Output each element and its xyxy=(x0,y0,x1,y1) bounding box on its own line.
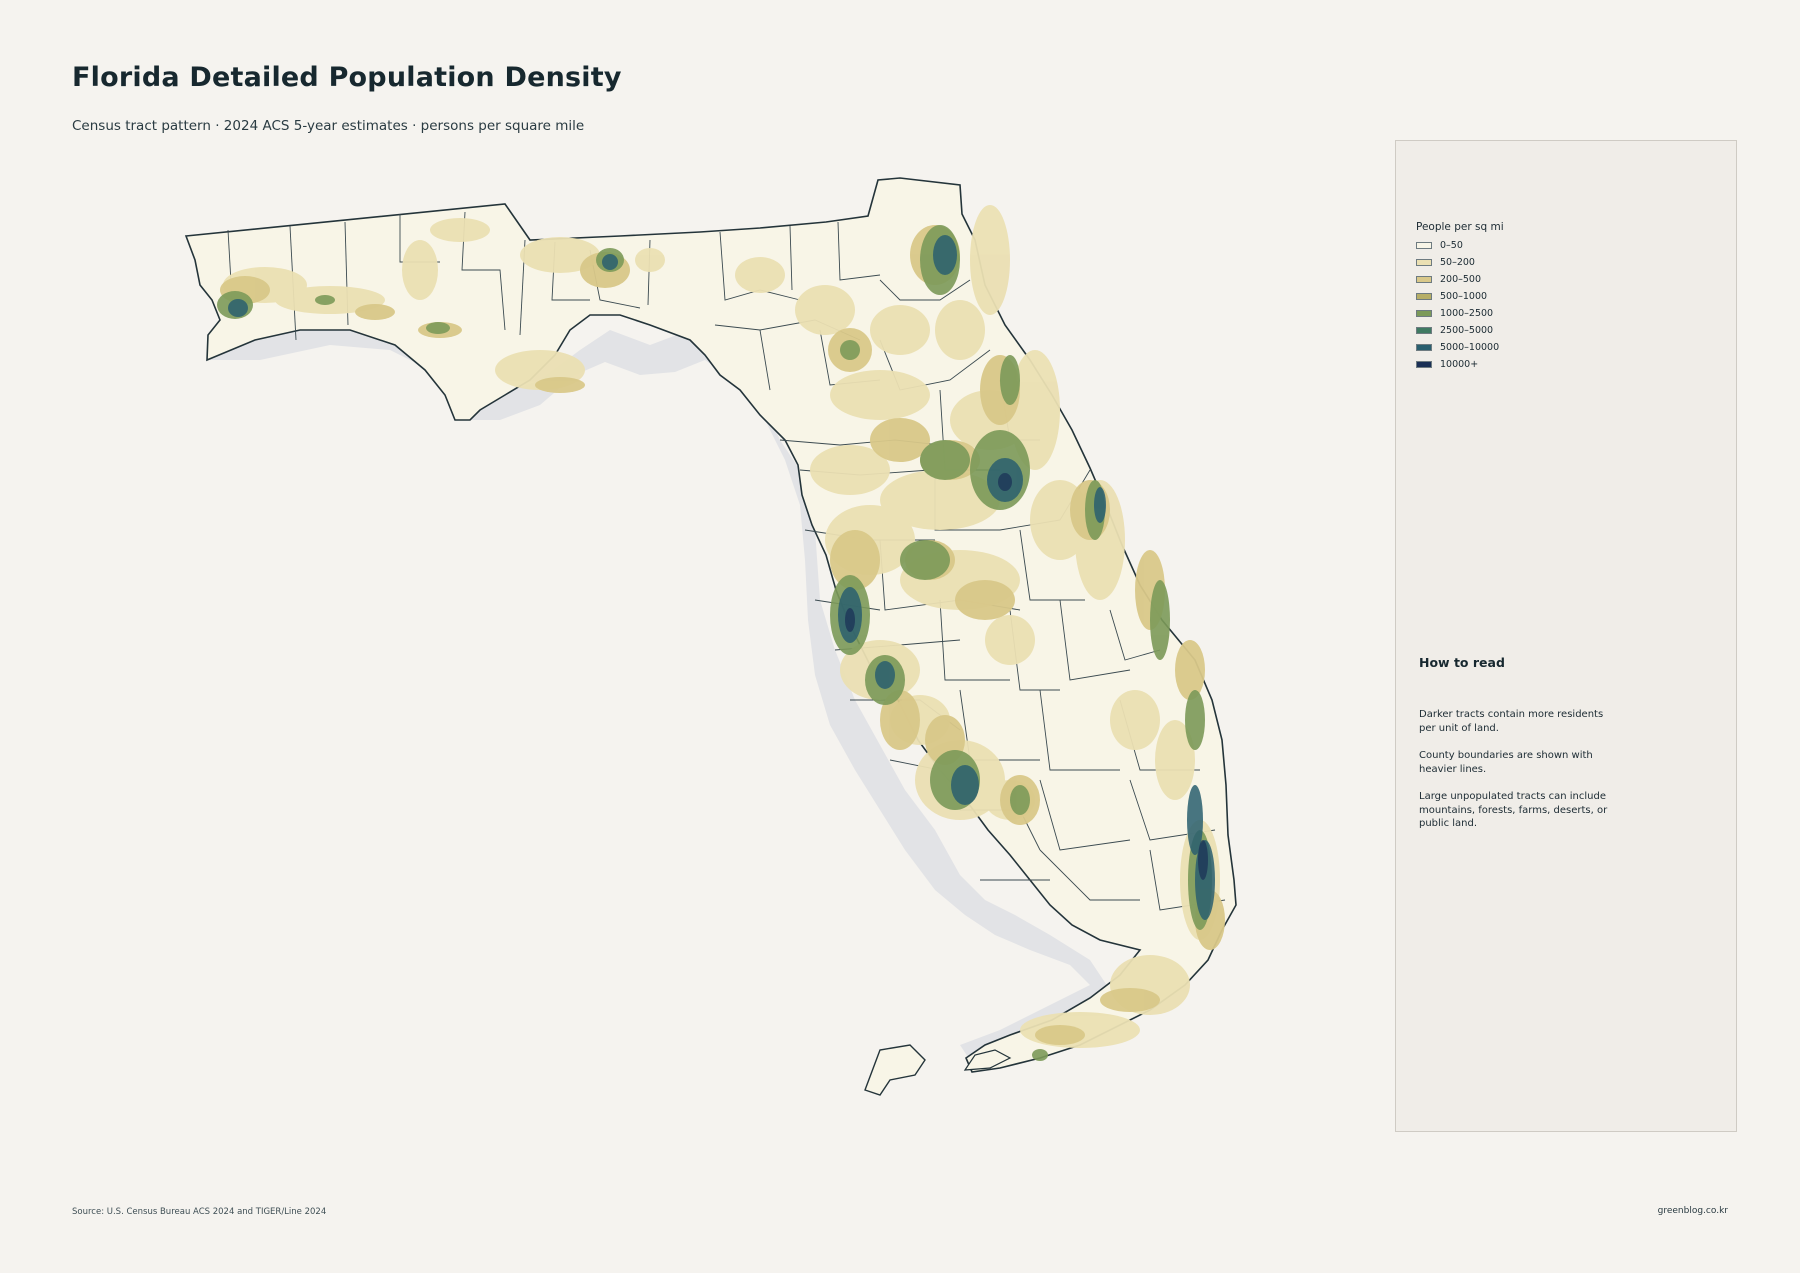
keys-island xyxy=(963,1049,1012,1071)
map-subtitle: Census tract pattern · 2024 ACS 5-year e… xyxy=(72,118,585,134)
legend-title: People per sq mi xyxy=(1416,221,1504,233)
legend-label: 0–50 xyxy=(1440,239,1463,251)
legend-swatch xyxy=(1416,241,1432,249)
source-note: Source: U.S. Census Bureau ACS 2024 and … xyxy=(72,1207,327,1217)
legend-label: 10000+ xyxy=(1440,358,1479,370)
density-50-200 xyxy=(223,205,1220,1048)
dry-tortugas-island xyxy=(864,1044,926,1096)
legend-label: 50–200 xyxy=(1440,256,1475,268)
legend-swatch xyxy=(1416,360,1432,368)
legend-swatch xyxy=(1416,258,1432,266)
legend-item: 500–1000 xyxy=(1416,289,1487,303)
how-to-read-paragraph: Darker tracts contain more residents per… xyxy=(1419,709,1604,734)
legend-swatch xyxy=(1416,343,1432,351)
how-to-read-paragraph: County boundaries are shown with heavier… xyxy=(1419,750,1593,775)
legend-item: 0–50 xyxy=(1416,238,1463,252)
legend-item: 50–200 xyxy=(1416,255,1475,269)
legend-item: 200–500 xyxy=(1416,272,1481,286)
legend-swatch xyxy=(1416,275,1432,283)
legend-item: 2500–5000 xyxy=(1416,323,1493,337)
density-2500-10000 xyxy=(228,235,1215,920)
map-title: Florida Detailed Population Density xyxy=(72,62,622,93)
legend-label: 1000–2500 xyxy=(1440,307,1494,319)
legend-swatch xyxy=(1416,326,1432,334)
density-10000-plus xyxy=(845,473,1208,880)
legend-label: 200–500 xyxy=(1440,273,1482,285)
legend-item: 1000–2500 xyxy=(1416,306,1493,320)
how-to-read-paragraph: Large unpopulated tracts can include mou… xyxy=(1419,791,1608,829)
how-to-read-title: How to read xyxy=(1419,655,1505,670)
legend-item: 10000+ xyxy=(1416,357,1478,371)
legend-swatch xyxy=(1416,309,1432,317)
legend-panel: People per sq mi 0–50 50–200 200–500 500–10… xyxy=(1395,140,1737,1132)
legend-swatch xyxy=(1416,292,1432,300)
legend-label: 500–1000 xyxy=(1440,290,1488,302)
legend-label: 2500–5000 xyxy=(1440,324,1494,336)
legend-item: 5000–10000 xyxy=(1416,340,1499,354)
site-credit: greenblog.co.kr xyxy=(1657,1206,1728,1216)
legend-label: 5000–10000 xyxy=(1440,341,1500,353)
